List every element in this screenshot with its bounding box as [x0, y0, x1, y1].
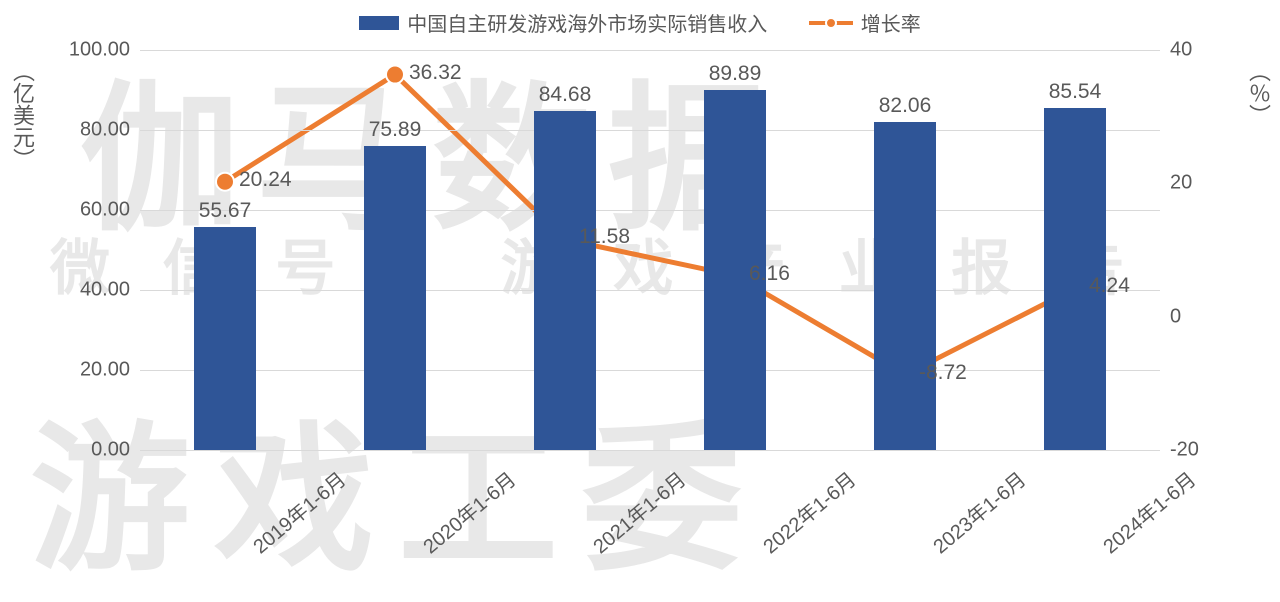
- x-tick-label: 2020年1-6月: [416, 464, 522, 559]
- x-tick-label: 2022年1-6月: [756, 464, 862, 559]
- growth-value-label: 4.24: [1089, 274, 1130, 298]
- growth-value-label: 6.16: [749, 262, 790, 286]
- bar-value-label: 85.54: [1049, 80, 1102, 104]
- y-axis-left-label: （亿美元）: [6, 60, 38, 170]
- y-tick-left: 0.00: [50, 439, 130, 462]
- x-tick-label: 2019年1-6月: [246, 464, 352, 559]
- growth-value-label: -8.72: [919, 361, 967, 385]
- y-tick-right: 0: [1170, 305, 1181, 328]
- bar-value-label: 89.89: [709, 62, 762, 86]
- y-tick-right: 40: [1170, 39, 1192, 62]
- growth-line: [140, 50, 1160, 450]
- bar: [194, 227, 255, 450]
- x-tick-label: 2024年1-6月: [1096, 464, 1202, 559]
- bar: [364, 146, 425, 450]
- gridline: [140, 290, 1160, 291]
- bar-value-label: 75.89: [369, 118, 422, 142]
- legend-item-line: 增长率: [809, 8, 921, 37]
- bar-value-label: 55.67: [199, 199, 252, 223]
- legend-item-bar: 中国自主研发游戏海外市场实际销售收入: [359, 8, 767, 37]
- y-tick-right: 20: [1170, 172, 1192, 195]
- legend-swatch-bar: [359, 16, 399, 30]
- x-tick-label: 2021年1-6月: [586, 464, 692, 559]
- gridline: [140, 130, 1160, 131]
- growth-value-label: 11.58: [579, 225, 630, 249]
- growth-value-label: 20.24: [239, 168, 292, 192]
- gridline: [140, 210, 1160, 211]
- y-tick-left: 40.00: [50, 279, 130, 302]
- x-tick-label: 2023年1-6月: [926, 464, 1032, 559]
- y-tick-left: 100.00: [50, 39, 130, 62]
- y-tick-left: 80.00: [50, 119, 130, 142]
- gridline: [140, 370, 1160, 371]
- growth-marker: [216, 173, 234, 191]
- growth-line-path: [225, 75, 1075, 375]
- plot-area: 0.0020.0040.0060.0080.00100.00-200204055…: [140, 50, 1160, 450]
- bar-value-label: 82.06: [879, 94, 932, 118]
- growth-value-label: 36.32: [409, 61, 462, 85]
- gridline: [140, 450, 1160, 451]
- bar: [534, 111, 595, 450]
- y-tick-right: -20: [1170, 439, 1199, 462]
- y-axis-right-label: （％）: [1242, 60, 1274, 126]
- combo-chart: 中国自主研发游戏海外市场实际销售收入 增长率 （亿美元） （％） 0.0020.…: [0, 0, 1280, 580]
- bar-value-label: 84.68: [539, 83, 592, 107]
- bar: [874, 122, 935, 450]
- gridline: [140, 50, 1160, 51]
- legend-bar-label: 中国自主研发游戏海外市场实际销售收入: [407, 8, 767, 37]
- legend-line-label: 增长率: [861, 8, 921, 37]
- y-tick-left: 60.00: [50, 199, 130, 222]
- legend-swatch-line: [809, 16, 853, 30]
- legend: 中国自主研发游戏海外市场实际销售收入 增长率: [0, 8, 1280, 37]
- growth-marker: [386, 66, 404, 84]
- y-tick-left: 20.00: [50, 359, 130, 382]
